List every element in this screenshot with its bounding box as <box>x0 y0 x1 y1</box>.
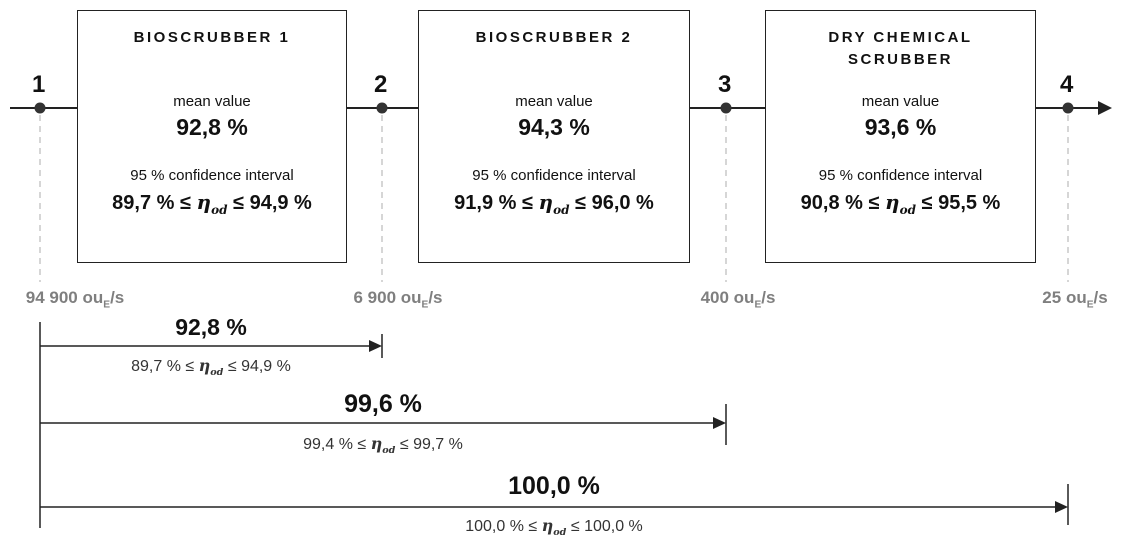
stage-title: BIOSCRUBBER 1 <box>133 29 291 46</box>
ci-high: 96,0 % <box>591 192 654 214</box>
flow-rate-node-2: 6 900 ouE/s <box>353 288 443 311</box>
node-number-1: 1 <box>32 71 46 98</box>
node-number-2: 2 <box>374 71 388 98</box>
cumulative-value-3: 100,0 % <box>508 472 600 500</box>
stage-box-bioscrubber-2: BIOSCRUBBER 2 mean value 94,3 % 95 % con… <box>418 10 690 263</box>
leq-symbol: ≤ <box>868 192 880 214</box>
cumulative-value-2: 99,6 % <box>344 390 422 418</box>
cumulative-ci-1: 89,7 % ≤ ηod ≤ 94,9 % <box>131 356 291 379</box>
eta-symbol: ηod <box>196 190 228 217</box>
node-dot-4 <box>1062 102 1074 114</box>
node-dot-1 <box>34 102 46 114</box>
leq-symbol: ≤ <box>233 192 245 214</box>
ci-label: 95 % confidence interval <box>818 167 983 184</box>
mean-label: mean value <box>861 93 940 110</box>
eta-symbol: ηod <box>198 356 224 379</box>
cumulative-ci-2: 99,4 % ≤ ηod ≤ 99,7 % <box>303 434 463 457</box>
mean-value: 92,8 % <box>176 114 248 140</box>
ci-range: 91,9 % ≤ ηod ≤ 96,0 % <box>419 190 689 222</box>
outlet-arrow-head <box>1098 101 1112 115</box>
leq-symbol: ≤ <box>575 192 587 214</box>
leq-symbol: ≤ <box>179 192 191 214</box>
eta-symbol: ηod <box>541 516 567 539</box>
cumulative-arrow-2-head <box>713 417 726 429</box>
stage-box-dry-chemical-scrubber: DRY CHEMICAL SCRUBBER mean value 93,6 % … <box>765 10 1036 263</box>
node-dot-3 <box>720 102 732 114</box>
cumulative-ci-3: 100,0 % ≤ ηod ≤ 100,0 % <box>465 516 643 539</box>
node-number-4: 4 <box>1060 71 1074 98</box>
cumulative-arrow-1-head <box>369 340 382 352</box>
eta-symbol: ηod <box>370 434 396 457</box>
node-dot-2 <box>376 102 388 114</box>
leq-symbol: ≤ <box>521 192 533 214</box>
flow-rate-node-3: 400 ouE/s <box>700 288 776 311</box>
cumulative-arrow-3-head <box>1055 501 1068 513</box>
mean-label: mean value <box>173 93 251 110</box>
flow-rate-node-4: 25 ouE/s <box>1042 288 1108 311</box>
ci-high: 95,5 % <box>938 192 1001 214</box>
mean-value: 94,3 % <box>518 114 590 140</box>
mean-value: 93,6 % <box>864 114 937 140</box>
ci-low: 89,7 % <box>112 192 175 214</box>
eta-symbol: ηod <box>538 190 570 217</box>
stage-box-bioscrubber-1: BIOSCRUBBER 1 mean value 92,8 % 95 % con… <box>77 10 347 263</box>
eta-symbol: ηod <box>885 190 916 217</box>
cumulative-value-1: 92,8 % <box>175 314 247 340</box>
ci-label: 95 % confidence interval <box>130 167 294 184</box>
ci-low: 91,9 % <box>454 192 517 214</box>
mean-label: mean value <box>515 93 593 110</box>
leq-symbol: ≤ <box>921 192 933 214</box>
stage-title: BIOSCRUBBER 2 <box>475 29 633 46</box>
flow-rate-node-1: 94 900 ouE/s <box>25 288 125 311</box>
node-number-3: 3 <box>718 71 732 98</box>
ci-low: 90,8 % <box>800 192 863 214</box>
stage-title: DRY CHEMICAL SCRUBBER <box>828 29 973 68</box>
ci-label: 95 % confidence interval <box>472 167 636 184</box>
ci-range: 90,8 % ≤ ηod ≤ 95,5 % <box>766 190 1035 222</box>
ci-high: 94,9 % <box>249 192 312 214</box>
ci-range: 89,7 % ≤ ηod ≤ 94,9 % <box>78 190 346 222</box>
